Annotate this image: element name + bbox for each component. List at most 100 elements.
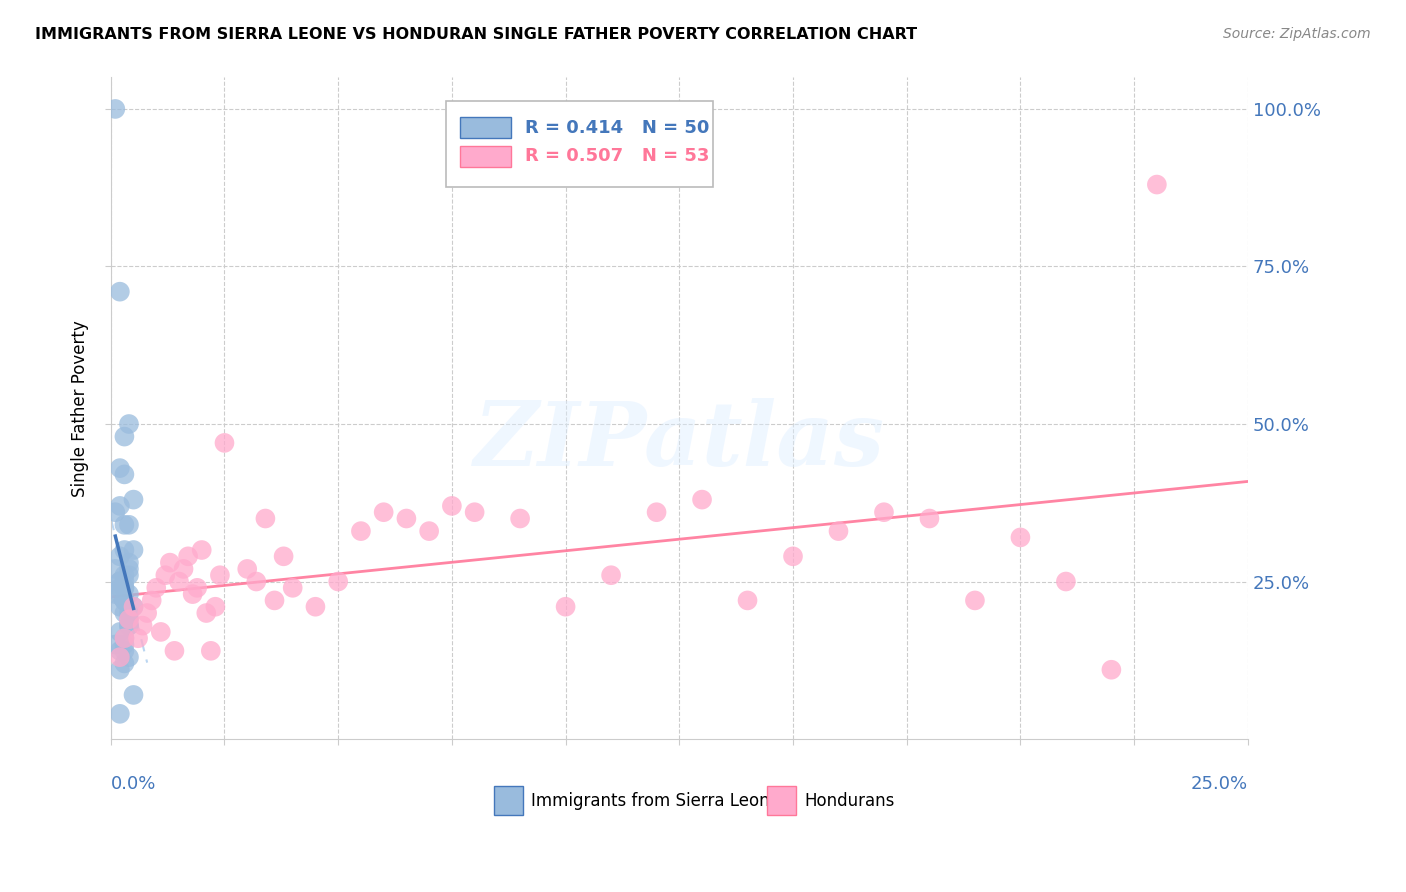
Text: 25.0%: 25.0%	[1191, 775, 1249, 794]
Point	[1146, 178, 1168, 192]
Text: R = 0.414   N = 50: R = 0.414 N = 50	[524, 119, 709, 136]
Point	[112, 657, 135, 671]
Point	[159, 556, 181, 570]
Point	[108, 644, 131, 658]
Point	[214, 436, 236, 450]
Point	[118, 612, 141, 626]
Point	[208, 568, 231, 582]
Point	[181, 587, 204, 601]
Point	[118, 556, 141, 570]
Point	[186, 581, 208, 595]
Point	[200, 644, 222, 658]
Point	[112, 632, 135, 646]
Point	[118, 618, 141, 632]
Point	[464, 505, 486, 519]
Bar	[460, 117, 510, 138]
Point	[118, 568, 141, 582]
Text: ■: ■	[496, 789, 520, 813]
Point	[118, 517, 141, 532]
Point	[118, 417, 141, 431]
Point	[782, 549, 804, 564]
Point	[122, 599, 145, 614]
Point	[127, 632, 149, 646]
Text: 0.0%: 0.0%	[111, 775, 156, 794]
Point	[163, 644, 186, 658]
Point	[108, 499, 131, 513]
Point	[108, 663, 131, 677]
Point	[108, 461, 131, 475]
Point	[112, 517, 135, 532]
Point	[112, 606, 135, 620]
Text: Hondurans: Hondurans	[804, 792, 894, 810]
Text: ■: ■	[769, 789, 793, 813]
Point	[149, 624, 172, 639]
Point	[173, 562, 195, 576]
Point	[554, 599, 576, 614]
Point	[104, 587, 127, 601]
Point	[1099, 663, 1122, 677]
Text: IMMIGRANTS FROM SIERRA LEONE VS HONDURAN SINGLE FATHER POVERTY CORRELATION CHART: IMMIGRANTS FROM SIERRA LEONE VS HONDURAN…	[35, 27, 917, 42]
Point	[108, 574, 131, 589]
Point	[108, 599, 131, 614]
Point	[118, 587, 141, 601]
Point	[112, 593, 135, 607]
Point	[112, 632, 135, 646]
Point	[418, 524, 440, 538]
Point	[118, 612, 141, 626]
Point	[108, 706, 131, 721]
Point	[108, 549, 131, 564]
Point	[254, 511, 277, 525]
Y-axis label: Single Father Poverty: Single Father Poverty	[72, 320, 89, 497]
Point	[104, 562, 127, 576]
Point	[273, 549, 295, 564]
Point	[236, 562, 259, 576]
Point	[167, 574, 190, 589]
Bar	[460, 145, 510, 167]
Point	[328, 574, 350, 589]
Point	[108, 587, 131, 601]
Point	[190, 543, 212, 558]
Point	[118, 618, 141, 632]
Point	[873, 505, 896, 519]
Point	[440, 499, 463, 513]
Point	[350, 524, 373, 538]
Point	[195, 606, 218, 620]
Point	[112, 644, 135, 658]
Point	[112, 593, 135, 607]
Point	[645, 505, 668, 519]
Point	[112, 467, 135, 482]
Point	[600, 568, 623, 582]
Bar	[446, 101, 713, 186]
Point	[918, 511, 941, 525]
Point	[118, 606, 141, 620]
Point	[373, 505, 395, 519]
Point	[136, 606, 159, 620]
Text: Immigrants from Sierra Leone: Immigrants from Sierra Leone	[531, 792, 780, 810]
Point	[112, 638, 135, 652]
Point	[118, 650, 141, 665]
Point	[690, 492, 713, 507]
Point	[118, 562, 141, 576]
Point	[509, 511, 531, 525]
Point	[141, 593, 163, 607]
Point	[112, 581, 135, 595]
Point	[281, 581, 304, 595]
Point	[104, 638, 127, 652]
Point	[104, 505, 127, 519]
Point	[245, 574, 267, 589]
Point	[145, 581, 167, 595]
Point	[204, 599, 226, 614]
Point	[395, 511, 418, 525]
Point	[304, 599, 326, 614]
Point	[112, 593, 135, 607]
Point	[112, 568, 135, 582]
Point	[112, 574, 135, 589]
Point	[827, 524, 849, 538]
Point	[131, 618, 153, 632]
Point	[108, 574, 131, 589]
Point	[108, 624, 131, 639]
Point	[1054, 574, 1077, 589]
Text: R = 0.507   N = 53: R = 0.507 N = 53	[524, 147, 709, 165]
Point	[263, 593, 285, 607]
Point	[1010, 530, 1032, 544]
